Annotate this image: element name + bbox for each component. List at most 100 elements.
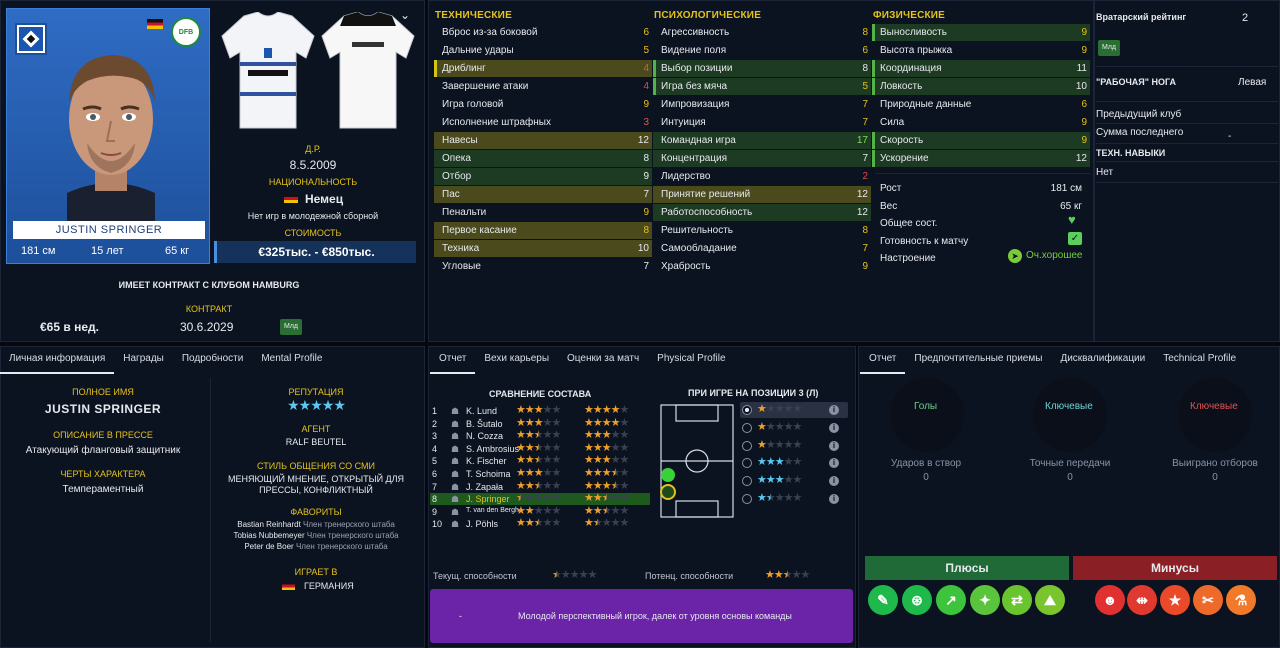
position-radio[interactable] [742,440,752,451]
attr-row[interactable]: Навесы 12 [434,132,652,149]
side-badge: Млд [1098,40,1120,56]
pro-clipboard-icon[interactable]: ✎ [868,585,898,615]
squad-player-name[interactable]: K. Lund [466,406,498,416]
attr-row[interactable]: Дриблинг 4 [434,60,652,77]
attr-row[interactable]: Техника 10 [434,240,652,257]
tab-preferred-moves[interactable]: Предпочтительные приемы [914,353,1043,364]
attr-row[interactable]: Сила 9 [872,114,1090,131]
position-title: ПРИ ИГРЕ НА ПОЗИЦИИ 3 (Л) [688,388,819,398]
position-radio[interactable] [742,422,752,433]
tab-stats-report[interactable]: Отчет [860,346,906,374]
attr-row[interactable]: Агрессивность 8 [653,24,871,41]
attr-row[interactable]: Видение поля 6 [653,42,871,59]
position-dot-selected[interactable] [660,484,676,500]
potential-ability-stars: ★★★★★ [584,516,629,529]
con-star-icon[interactable]: ★ [1160,585,1190,615]
star-mark: ★ [774,474,785,487]
tab-details[interactable]: Подробности [181,353,244,364]
attr-row[interactable]: Первое касание 8 [434,222,652,239]
squad-player-name[interactable]: N. Cozza [466,431,504,442]
attr-row[interactable]: Исполнение штрафных 3 [434,114,652,131]
tab-awards[interactable]: Награды [123,353,164,364]
phys-info-label: Настроение [880,253,936,264]
tab-technical-profile[interactable]: Technical Profile [1163,353,1237,364]
position-radio[interactable] [742,476,752,487]
info-icon[interactable]: i [829,494,839,504]
attr-row[interactable]: Импровизация 7 [653,96,871,113]
attr-row[interactable]: Принятие решений 12 [653,186,871,203]
attr-row[interactable]: Командная игра 17 [653,132,871,149]
attr-row[interactable]: Самообладание 7 [653,240,871,257]
pro-jump-icon[interactable]: ⛰ [1035,585,1065,615]
con-head-icon[interactable]: ☻ [1095,585,1125,615]
attr-row[interactable]: Дальние удары 5 [434,42,652,59]
squad-player-name[interactable]: B. Šutalo [466,418,503,429]
pro-boot-icon[interactable]: ✦ [970,585,1000,615]
squad-player-name[interactable]: K. Fischer [466,456,507,467]
con-flask-icon[interactable]: ⚗ [1226,585,1256,615]
attr-row[interactable]: Игра головой 9 [434,96,652,113]
tab-career[interactable]: Вехи карьеры [484,353,550,364]
star-mark: ★ [619,441,630,454]
info-icon[interactable]: i [829,405,839,415]
stats-tabs: Отчет Предпочтительные приемы Дисквалифи… [860,346,1245,374]
star-rating: ★★★★★ [757,403,802,415]
attr-row[interactable]: Высота прыжка 9 [872,42,1090,59]
attr-row[interactable]: Отбор 9 [434,168,652,185]
squad-player-name[interactable]: S. Ambrosius [466,443,520,454]
tab-physical-profile[interactable]: Physical Profile [657,353,726,364]
attr-row[interactable]: Координация 11 [872,60,1090,77]
star-rating: ★★★★★ [584,517,629,529]
squad-player-name[interactable]: J. Zapała [466,481,504,492]
squad-player-name[interactable]: T. van den Bergh [466,506,519,514]
position-radio[interactable] [742,405,752,415]
attr-row[interactable]: Завершение атаки 4 [434,78,652,95]
attr-row[interactable]: Пас 7 [434,186,652,203]
attr-name: Природные данные [880,99,972,110]
info-icon[interactable]: i [829,476,839,487]
attr-row[interactable]: Угловые 7 [434,258,652,275]
attr-row[interactable]: Выносливость 9 [872,24,1090,41]
pro-trend-up-icon[interactable]: ↗ [936,585,966,615]
attr-name: Пас [442,189,460,200]
attr-row[interactable]: Концентрация 7 [653,150,871,167]
favorite-entry[interactable]: Tobias Nubbemeyer Член тренерского штаба [214,531,418,540]
attr-row[interactable]: Вброс из-за боковой 6 [434,24,652,41]
tab-personal-info[interactable]: Личная информация [0,346,115,374]
info-icon[interactable]: i [829,440,839,451]
attr-row[interactable]: Игра без мяча 5 [653,78,871,95]
attr-row[interactable]: Опека 8 [434,150,652,167]
star-mark: ★ [524,441,535,454]
attr-row[interactable]: Природные данные 6 [872,96,1090,113]
attr-row[interactable]: Пенальти 9 [434,204,652,221]
attr-row[interactable]: Интуиция 7 [653,114,871,131]
attr-row[interactable]: Скорость 9 [872,132,1090,149]
pro-teamwork-icon[interactable]: ⊛ [902,585,932,615]
favorite-entry[interactable]: Peter de Boer Член тренерского штаба [214,542,418,551]
tab-suspensions[interactable]: Дисквалификации [1060,353,1146,364]
squad-player-name[interactable]: J. Pöhls [466,519,499,530]
attr-row[interactable]: Лидерство 2 [653,168,871,185]
position-radio[interactable] [742,494,752,504]
key-tackles-circle [1178,378,1252,452]
attr-row[interactable]: Работоспособность 12 [653,204,871,221]
kit-dropdown-chevron-icon[interactable]: ⌄ [400,8,411,22]
attr-row[interactable]: Решительность 8 [653,222,871,239]
squad-player-name[interactable]: T. Schoima [466,469,511,479]
info-icon[interactable]: i [829,458,839,469]
tab-mental-profile[interactable]: Mental Profile [261,353,323,364]
attr-row[interactable]: Ускорение 12 [872,150,1090,167]
favorite-entry[interactable]: Bastian Reinhardt Член тренерского штаба [214,520,418,529]
squad-player-name[interactable]: J. Springer [466,494,510,505]
con-strength-icon[interactable]: ⇹ [1127,585,1157,615]
tab-match-ratings[interactable]: Оценки за матч [567,353,640,364]
info-icon[interactable]: i [829,422,839,433]
attr-row[interactable]: Выбор позиции 8 [653,60,871,77]
position-radio[interactable] [742,458,752,469]
attr-row[interactable]: Храбрость 9 [653,258,871,275]
star-mark: ★ [592,416,603,429]
pro-passing-icon[interactable]: ⇄ [1002,585,1032,615]
tab-report[interactable]: Отчет [430,346,476,374]
attr-row[interactable]: Ловкость 10 [872,78,1090,95]
con-dribble-icon[interactable]: ✂ [1193,585,1223,615]
